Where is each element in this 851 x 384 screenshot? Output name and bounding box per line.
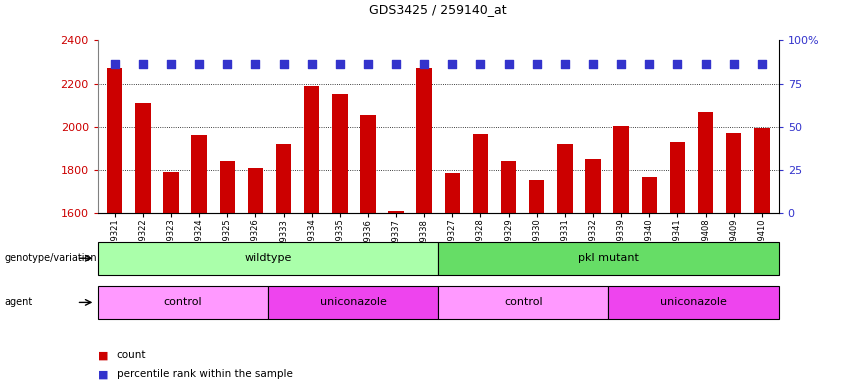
Text: genotype/variation: genotype/variation	[4, 253, 97, 263]
Point	[389, 61, 403, 67]
Bar	[98, 242, 438, 275]
Bar	[614, 126, 629, 213]
Bar	[444, 173, 460, 213]
Bar	[304, 86, 319, 213]
Bar	[698, 112, 713, 213]
Bar	[608, 286, 779, 319]
Point	[671, 61, 684, 67]
Point	[164, 61, 178, 67]
Bar	[388, 211, 404, 213]
Text: control: control	[163, 297, 203, 308]
Bar	[163, 172, 179, 213]
Bar	[585, 159, 601, 213]
Bar	[191, 136, 207, 213]
Text: ■: ■	[98, 350, 108, 360]
Text: ■: ■	[98, 369, 108, 379]
Bar	[360, 115, 375, 213]
Bar	[438, 286, 608, 319]
Point	[558, 61, 572, 67]
Bar	[472, 134, 488, 213]
Bar	[557, 144, 573, 213]
Text: agent: agent	[4, 297, 32, 308]
Point	[699, 61, 712, 67]
Point	[361, 61, 374, 67]
Bar	[501, 161, 517, 213]
Point	[755, 61, 768, 67]
Point	[417, 61, 431, 67]
Text: GDS3425 / 259140_at: GDS3425 / 259140_at	[369, 3, 507, 17]
Bar	[642, 177, 657, 213]
Bar	[135, 103, 151, 213]
Text: pkl mutant: pkl mutant	[578, 253, 639, 263]
Text: control: control	[504, 297, 543, 308]
Bar	[754, 128, 769, 213]
Bar	[416, 68, 432, 213]
Point	[727, 61, 740, 67]
Text: uniconazole: uniconazole	[320, 297, 386, 308]
Bar	[107, 68, 123, 213]
Text: uniconazole: uniconazole	[660, 297, 727, 308]
Point	[446, 61, 460, 67]
Point	[333, 61, 346, 67]
Bar	[438, 242, 779, 275]
Bar	[332, 94, 347, 213]
Bar	[98, 286, 268, 319]
Point	[192, 61, 206, 67]
Text: percentile rank within the sample: percentile rank within the sample	[117, 369, 293, 379]
Point	[502, 61, 516, 67]
Bar	[670, 142, 685, 213]
Point	[108, 61, 122, 67]
Point	[474, 61, 488, 67]
Bar	[248, 168, 263, 213]
Point	[586, 61, 600, 67]
Bar	[276, 144, 291, 213]
Bar	[268, 286, 438, 319]
Point	[220, 61, 234, 67]
Bar	[529, 180, 545, 213]
Point	[614, 61, 628, 67]
Bar	[726, 133, 741, 213]
Point	[248, 61, 262, 67]
Text: count: count	[117, 350, 146, 360]
Point	[530, 61, 544, 67]
Point	[305, 61, 318, 67]
Point	[136, 61, 150, 67]
Text: wildtype: wildtype	[244, 253, 292, 263]
Point	[277, 61, 290, 67]
Bar	[220, 161, 235, 213]
Point	[643, 61, 656, 67]
